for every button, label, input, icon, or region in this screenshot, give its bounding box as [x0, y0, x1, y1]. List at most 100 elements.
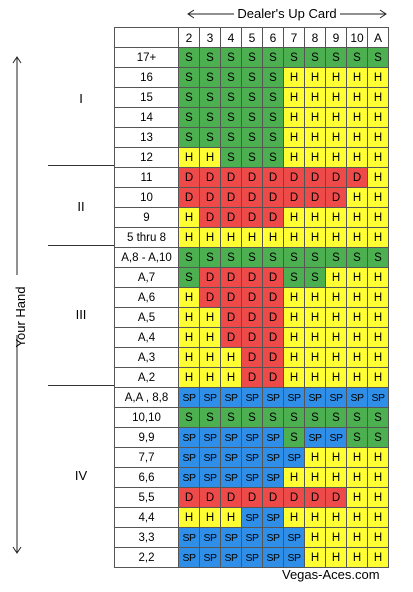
action-cell: H [346, 467, 368, 488]
corner-cell [114, 27, 179, 48]
action-cell: H [283, 127, 305, 148]
action-cell: S [178, 47, 200, 68]
action-cell: D [262, 347, 284, 368]
action-cell: H [367, 547, 389, 568]
action-cell: D [220, 307, 242, 328]
action-cell: H [346, 87, 368, 108]
action-cell: H [367, 367, 389, 388]
action-cell: H [325, 207, 347, 228]
action-cell: S [304, 267, 326, 288]
action-cell: S [241, 67, 263, 88]
action-cell: S [241, 47, 263, 68]
action-cell: H [304, 147, 326, 168]
hand-label: 5,5 [114, 487, 179, 508]
action-cell: SP [262, 467, 284, 488]
action-cell: H [178, 507, 200, 528]
action-cell: H [283, 367, 305, 388]
action-cell: D [241, 267, 263, 288]
action-cell: H [325, 227, 347, 248]
hand-label: 9 [114, 207, 179, 228]
action-cell: SP [199, 467, 221, 488]
action-cell: H [367, 287, 389, 308]
table-row: 17+ S S S S S S S S S S [114, 47, 389, 68]
action-cell: H [367, 67, 389, 88]
action-cell: H [220, 347, 242, 368]
hand-label: 9,9 [114, 427, 179, 448]
table-body: 17+ S S S S S S S S S S 16 S S S S S H H H H H 15 S S S S S H H H H H 14 S… [114, 47, 389, 568]
hand-label: 12 [114, 147, 179, 168]
action-cell: H [346, 187, 368, 208]
action-cell: SP [283, 547, 305, 568]
action-cell: D [262, 167, 284, 188]
hand-label: 17+ [114, 47, 179, 68]
action-cell: S [178, 247, 200, 268]
section-divider [48, 245, 114, 246]
action-cell: D [241, 187, 263, 208]
action-cell: H [367, 167, 389, 188]
action-cell: H [220, 367, 242, 388]
action-cell: H [325, 307, 347, 328]
action-cell: D [199, 167, 221, 188]
action-cell: H [367, 87, 389, 108]
action-cell: D [178, 487, 200, 508]
action-cell: H [220, 507, 242, 528]
hand-label: 15 [114, 87, 179, 108]
action-cell: D [220, 327, 242, 348]
action-cell: D [262, 207, 284, 228]
action-cell: H [178, 307, 200, 328]
action-cell: H [346, 147, 368, 168]
action-cell: D [262, 487, 284, 508]
action-cell: H [367, 147, 389, 168]
col-header: 10 [346, 27, 368, 48]
your-hand-label: Your Hand [13, 286, 28, 348]
col-header: 9 [325, 27, 347, 48]
action-cell: H [367, 227, 389, 248]
action-cell: H [304, 107, 326, 128]
action-cell: H [283, 347, 305, 368]
action-cell: H [346, 447, 368, 468]
table-row: 5,5 D D D D D D D D H H [114, 487, 389, 508]
hand-label: A,7 [114, 267, 179, 288]
action-cell: H [283, 287, 305, 308]
action-cell: S [283, 407, 305, 428]
action-cell: H [325, 67, 347, 88]
action-cell: SP [367, 387, 389, 408]
action-cell: S [367, 427, 389, 448]
action-cell: S [304, 47, 326, 68]
action-cell: S [178, 67, 200, 88]
table-row: 11 D D D D D D D D D H [114, 167, 389, 188]
action-cell: H [346, 227, 368, 248]
action-cell: H [304, 287, 326, 308]
col-header: 4 [220, 27, 242, 48]
action-cell: SP [199, 427, 221, 448]
action-cell: S [220, 107, 242, 128]
action-cell: H [199, 147, 221, 168]
action-cell: SP [178, 387, 200, 408]
action-cell: SP [262, 547, 284, 568]
action-cell: S [367, 47, 389, 68]
action-cell: D [220, 167, 242, 188]
col-header: 2 [178, 27, 200, 48]
action-cell: D [241, 487, 263, 508]
action-cell: H [367, 267, 389, 288]
action-cell: H [367, 347, 389, 368]
table-row: 10 D D D D D D D D H H [114, 187, 389, 208]
action-cell: S [220, 407, 242, 428]
action-cell: S [220, 147, 242, 168]
action-cell: H [346, 527, 368, 548]
action-cell: H [304, 307, 326, 328]
action-cell: SP [346, 387, 368, 408]
table-row: 3,3 SP SP SP SP SP SP H H H H [114, 527, 389, 548]
action-cell: SP [304, 427, 326, 448]
action-cell: D [325, 487, 347, 508]
action-cell: H [325, 127, 347, 148]
action-cell: SP [199, 447, 221, 468]
action-cell: H [346, 287, 368, 308]
action-cell: H [283, 207, 305, 228]
dealer-up-card-title: Dealer's Up Card [185, 2, 389, 24]
table-row: 6,6 SP SP SP SP SP H H H H H [114, 467, 389, 488]
hand-label: 16 [114, 67, 179, 88]
table-row: 9,9 SP SP SP SP SP S SP SP S S [114, 427, 389, 448]
hand-label: 5 thru 8 [114, 227, 179, 248]
action-cell: H [346, 367, 368, 388]
